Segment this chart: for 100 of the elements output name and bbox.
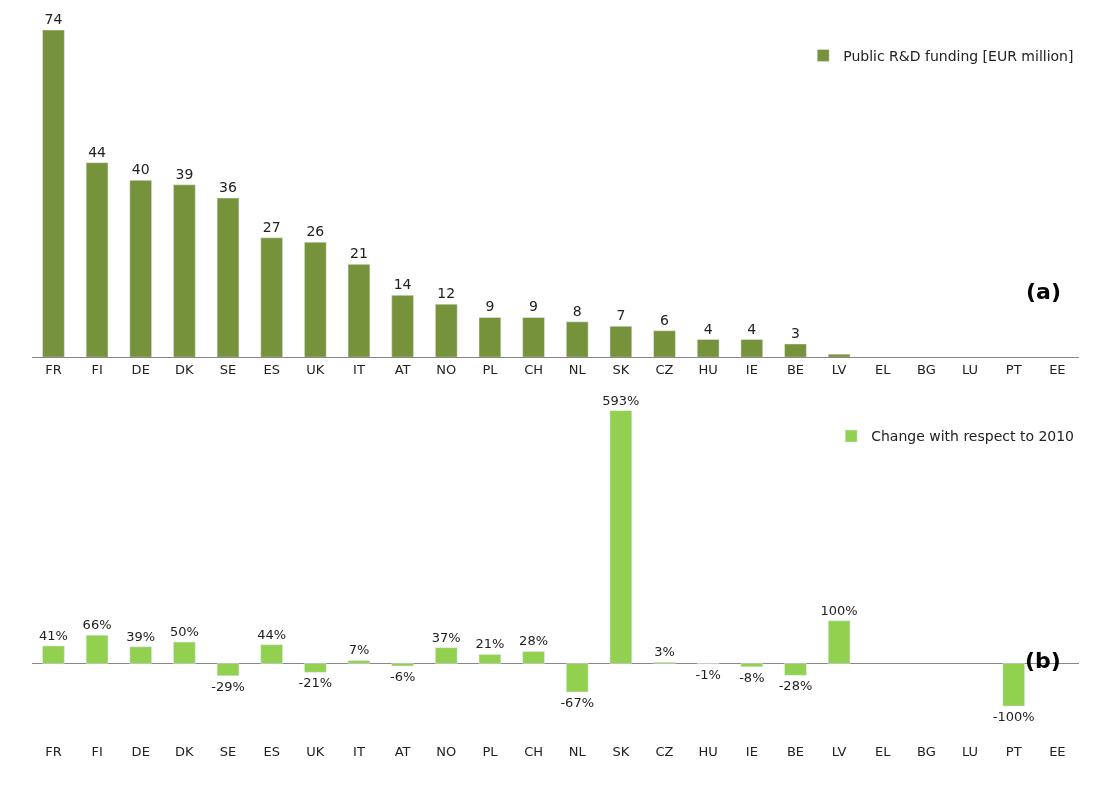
data-label: 50% (169, 624, 199, 640)
x-tick-label: AT (394, 743, 411, 759)
bar (827, 620, 851, 664)
bar (435, 647, 458, 664)
bar (173, 641, 196, 664)
x-tick-label: LV (831, 743, 847, 759)
data-label: 28% (519, 633, 549, 649)
x-tick-label: DE (131, 743, 150, 759)
bar (391, 295, 414, 358)
data-label: 6 (660, 311, 670, 328)
x-tick-label: BG (917, 743, 936, 759)
x-tick-label: SE (219, 743, 237, 759)
data-label: 27 (262, 218, 281, 235)
data-label: -8% (739, 669, 765, 685)
data-label: 8 (572, 302, 582, 319)
data-label: 41% (38, 627, 68, 643)
data-label: 36 (219, 179, 237, 196)
x-tick-label: UK (306, 743, 325, 759)
data-label: 37% (431, 629, 461, 645)
bar (42, 30, 65, 358)
bar (304, 663, 327, 673)
x-tick-label: EE (1049, 361, 1066, 377)
data-label: 12 (437, 285, 456, 302)
bar (216, 663, 240, 677)
bar (566, 663, 589, 693)
bar (609, 326, 633, 358)
x-tick-label: UK (306, 361, 325, 377)
bar (129, 180, 152, 358)
bar (85, 162, 109, 358)
data-label: -100% (992, 709, 1035, 725)
bar (173, 184, 196, 358)
bar (522, 651, 545, 664)
x-tick-label: LU (962, 361, 979, 377)
bar (260, 237, 283, 358)
x-tick-label: DK (175, 743, 195, 759)
x-tick-label: CZ (655, 743, 674, 759)
data-label: 44 (88, 143, 107, 160)
x-tick-label: PT (1005, 361, 1022, 377)
bar (740, 663, 763, 668)
data-label: 40 (131, 161, 150, 178)
x-tick-label: PT (1005, 743, 1022, 759)
x-tick-label: FI (91, 361, 103, 377)
data-label: 4 (703, 320, 713, 337)
data-label: 66% (82, 617, 112, 633)
x-tick-label: DK (175, 361, 195, 377)
x-tick-label: BE (786, 743, 805, 759)
data-label: 593% (602, 392, 640, 408)
x-tick-label: IT (353, 743, 365, 759)
x-tick-label: IE (745, 361, 758, 377)
bar (784, 343, 807, 358)
bar (478, 317, 502, 358)
x-tick-label: NO (436, 361, 457, 377)
data-label: 7 (616, 307, 626, 324)
bar (347, 660, 371, 664)
annotation: (a) (1026, 279, 1061, 304)
x-tick-label: BG (917, 361, 936, 377)
bar (129, 646, 152, 664)
data-label: 4 (747, 320, 757, 337)
annotation: (b) (1025, 648, 1061, 673)
bar (435, 303, 458, 358)
x-tick-label: LV (831, 361, 847, 377)
x-tick-label: HU (698, 361, 718, 377)
x-tick-label: SK (612, 743, 630, 759)
bar (522, 317, 545, 358)
x-tick-label: IE (745, 743, 758, 759)
x-tick-label: AT (394, 361, 411, 377)
bar (478, 654, 502, 664)
bar (740, 339, 763, 358)
x-tick-label: FR (45, 361, 62, 377)
bar (653, 330, 676, 358)
bar (347, 264, 371, 358)
x-tick-label: SE (219, 361, 237, 377)
x-tick-label: NO (436, 743, 457, 759)
x-tick-label: EE (1049, 743, 1066, 759)
data-label: -29% (211, 678, 245, 694)
data-label: 26 (306, 223, 325, 240)
x-tick-label: DE (131, 361, 150, 377)
data-label: 44% (257, 626, 287, 642)
data-label: 7% (348, 642, 370, 658)
x-tick-label: LU (962, 743, 979, 759)
x-tick-label: BE (786, 361, 805, 377)
bar (85, 635, 109, 664)
x-tick-label: EL (875, 743, 892, 759)
x-tick-label: CH (524, 361, 544, 377)
x-tick-label: FI (91, 743, 103, 759)
bar (609, 410, 633, 664)
x-tick-label: ES (263, 361, 280, 377)
bar (566, 321, 589, 358)
data-label: 9 (485, 298, 495, 315)
bar (1002, 663, 1025, 707)
data-label: -67% (560, 694, 595, 710)
x-tick-label: HU (698, 743, 718, 759)
bar (42, 645, 65, 664)
data-label: 21 (350, 245, 368, 262)
x-tick-label: CZ (655, 361, 674, 377)
data-label: 3% (654, 644, 675, 660)
data-label: 74 (44, 11, 63, 27)
bar (784, 663, 807, 676)
legend-label: Public R&D funding [EUR million] (843, 47, 1074, 64)
data-label: -28% (778, 678, 813, 694)
